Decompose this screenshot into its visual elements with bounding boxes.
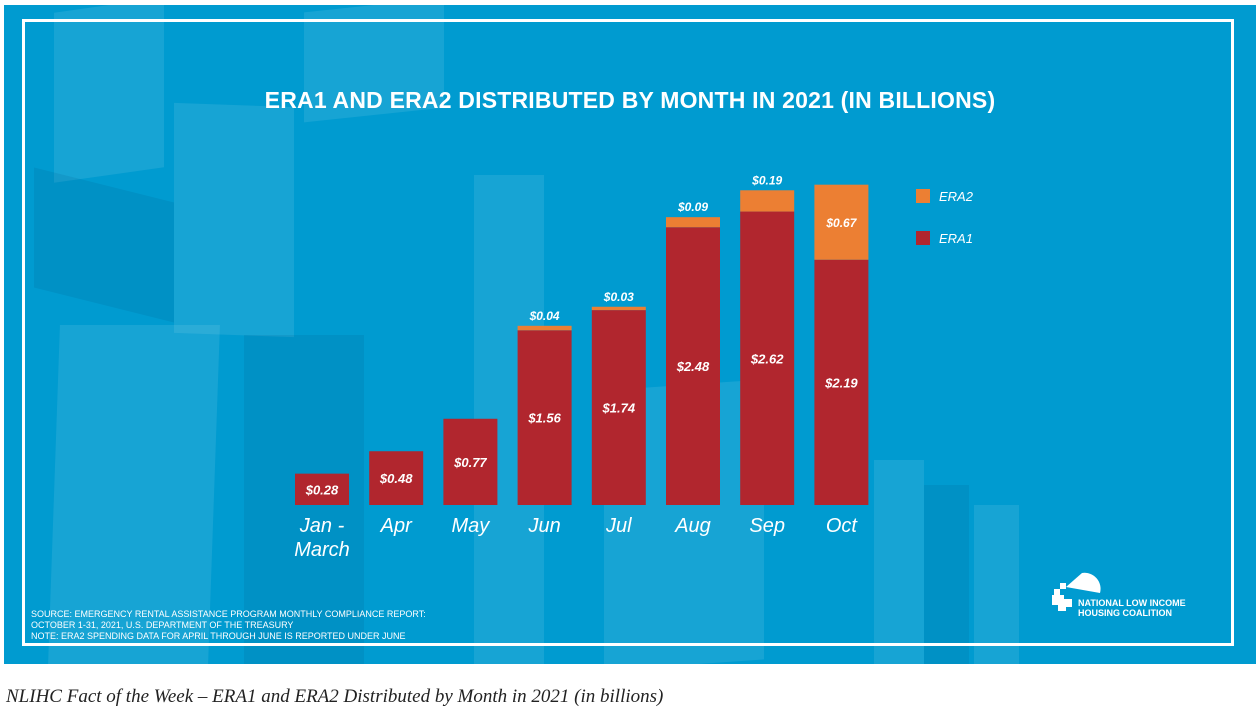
x-tick-label: Aug [674, 515, 711, 537]
legend-label-era2: ERA2 [939, 188, 973, 204]
x-tick-label: Jul [605, 515, 632, 537]
data-label-era1: $1.56 [527, 411, 561, 426]
data-label-era2: $0.03 [603, 290, 634, 304]
legend-label-era1: ERA1 [939, 230, 973, 246]
x-tick-label: Apr [380, 515, 413, 537]
data-label-era1: $2.19 [824, 375, 858, 390]
source-line: OCTOBER 1-31, 2021, U.S. DEPARTMENT OF T… [31, 620, 294, 630]
legend-swatch-era1 [916, 231, 930, 245]
data-label-era2: $0.09 [677, 200, 708, 214]
x-tick-label: March [294, 539, 350, 561]
legend-swatch-era2 [916, 189, 930, 203]
bar-era1 [295, 473, 349, 505]
bg-building-shape [924, 485, 969, 664]
bar-era1 [443, 418, 498, 505]
data-label-era1: $2.48 [676, 359, 710, 374]
bar-chart: $0.28 Jan -March $0.48 Apr $0.77 May $1.56 $0.0… [294, 173, 869, 561]
bar-era1 [666, 227, 720, 506]
x-tick-label: Jan - [299, 515, 345, 537]
data-label-era2: $0.19 [751, 173, 782, 187]
bar-era1 [814, 259, 869, 505]
bar-era2 [517, 325, 572, 331]
data-label-era1: $0.28 [305, 482, 339, 497]
data-label-era1: $0.77 [453, 455, 487, 470]
legend-item-era1: ERA1 [916, 230, 973, 246]
logo-text: NATIONAL LOW INCOME HOUSING COALITION [1078, 598, 1186, 618]
logo-line-2: HOUSING COALITION [1078, 608, 1172, 618]
bar-era2 [814, 184, 869, 260]
data-label-era1: $1.74 [602, 401, 636, 416]
x-tick-label: Sep [749, 515, 785, 537]
bar-era2 [591, 306, 646, 311]
note-line: NOTE: ERA2 SPENDING DATA FOR APRIL THROU… [31, 631, 406, 641]
data-label-era2: $0.04 [529, 309, 560, 323]
figure-caption: NLIHC Fact of the Week – ERA1 and ERA2 D… [6, 686, 664, 707]
data-label-era1: $2.62 [750, 351, 784, 366]
bg-building-shape [974, 505, 1019, 664]
bar-era2 [666, 217, 720, 228]
bar-era1 [591, 310, 646, 505]
bg-building-shape [874, 460, 924, 664]
bar-era2 [740, 190, 795, 212]
data-label-era1: $0.48 [379, 471, 413, 486]
x-tick-label: May [452, 515, 491, 537]
bar-era1 [369, 451, 424, 505]
chart-title: ERA1 AND ERA2 DISTRIBUTED BY MONTH IN 20… [264, 87, 996, 113]
source-note: SOURCE: EMERGENCY RENTAL ASSISTANCE PROG… [31, 609, 426, 642]
house-logo-icon [1052, 572, 1101, 611]
infographic-panel: ERA1 AND ERA2 DISTRIBUTED BY MONTH IN 20… [4, 5, 1256, 664]
legend-item-era2: ERA2 [916, 188, 973, 204]
source-line: SOURCE: EMERGENCY RENTAL ASSISTANCE PROG… [31, 609, 426, 619]
x-tick-label: Oct [826, 515, 859, 537]
data-label-era2: $0.67 [825, 216, 857, 230]
chart-legend: ERA2 ERA1 [916, 189, 973, 273]
x-tick-label: Jun [527, 515, 560, 537]
bar-era1 [517, 330, 572, 505]
logo-line-1: NATIONAL LOW INCOME [1078, 598, 1186, 608]
bar-era1 [740, 211, 795, 505]
nlihc-logo: NATIONAL LOW INCOME HOUSING COALITION [1048, 571, 1198, 621]
